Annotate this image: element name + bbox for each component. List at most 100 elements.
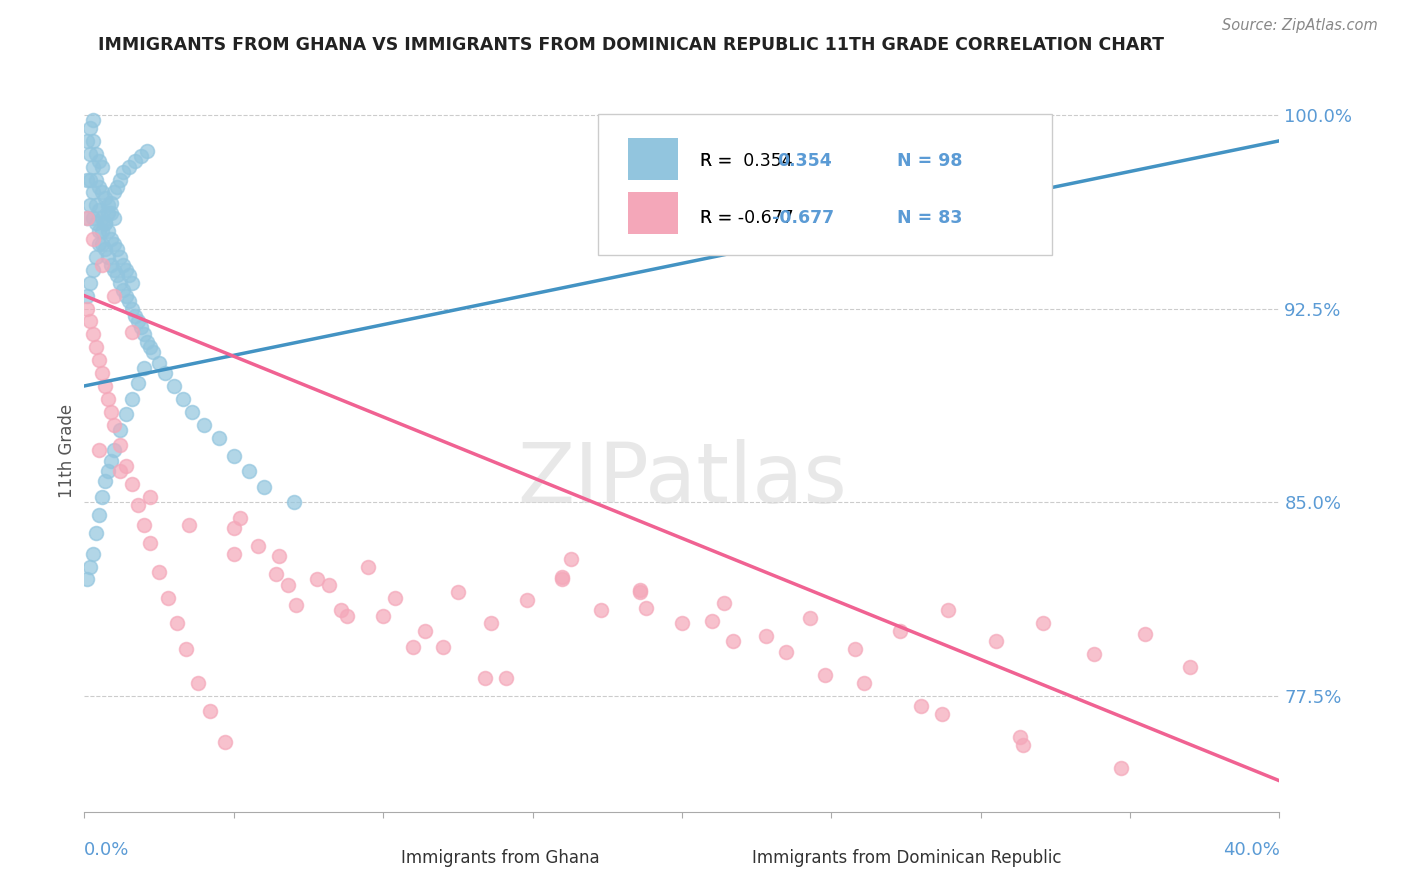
Point (713, 596, 735, 610)
Point (89, 180, 111, 194)
Point (82, 547, 104, 561)
Point (330, 603, 353, 617)
Point (357, 559, 380, 574)
Point (91, 366, 114, 380)
Point (82, 186, 104, 200)
Point (1178, 660, 1201, 674)
Point (174, 642, 197, 657)
Text: R = -0.677: R = -0.677 (700, 209, 793, 227)
Text: Immigrants from Dominican Republic: Immigrants from Dominican Republic (752, 849, 1062, 867)
Point (172, 392, 194, 406)
Text: 0.0%: 0.0% (84, 840, 129, 859)
Point (97, 224, 120, 238)
Point (100, 405, 122, 419)
Point (76, 134, 98, 148)
Point (115, 458, 138, 473)
Point (671, 616, 693, 631)
Point (86, 340, 108, 354)
Point (264, 567, 287, 582)
Text: R =: R = (700, 153, 744, 170)
Text: ZIPatlas: ZIPatlas (517, 439, 846, 520)
Point (931, 706, 953, 721)
Point (628, 582, 651, 597)
Point (853, 675, 876, 690)
Point (94, 216, 117, 230)
Point (177, 518, 200, 533)
Point (115, 263, 138, 277)
Point (97, 250, 120, 264)
Point (118, 160, 141, 174)
Point (100, 206, 122, 220)
Point (1008, 730, 1031, 744)
Point (94, 379, 117, 393)
Point (1083, 648, 1105, 662)
Point (277, 577, 299, 591)
Point (89, 203, 111, 218)
Point (100, 195, 122, 210)
Point (132, 518, 156, 533)
Point (121, 301, 143, 316)
Point (910, 698, 932, 713)
Point (115, 288, 138, 302)
Point (121, 392, 143, 406)
Point (79, 276, 101, 290)
Point (148, 356, 170, 370)
Point (91, 258, 114, 272)
Point (551, 573, 574, 587)
Point (129, 149, 152, 163)
Point (193, 417, 215, 432)
Point (283, 495, 305, 509)
Point (82, 160, 104, 174)
Point (79, 146, 101, 161)
Point (89, 237, 111, 252)
Point (103, 211, 125, 226)
Point (198, 704, 221, 718)
Point (79, 198, 101, 212)
FancyBboxPatch shape (599, 114, 1053, 255)
Point (103, 288, 125, 302)
Text: 40.0%: 40.0% (1223, 840, 1279, 859)
Point (814, 668, 837, 682)
Point (94, 190, 117, 204)
Point (447, 585, 470, 599)
Point (208, 431, 231, 445)
Point (132, 360, 156, 375)
Point (118, 268, 141, 282)
Point (318, 577, 340, 591)
Point (97, 198, 120, 212)
Point (86, 198, 108, 212)
Point (82, 211, 104, 226)
Point (79, 172, 101, 186)
Point (136, 144, 159, 158)
Text: R =  0.354: R = 0.354 (700, 153, 793, 170)
Point (97, 464, 120, 478)
Point (479, 616, 502, 631)
Point (591, 603, 613, 617)
Point (253, 480, 276, 494)
Point (82, 232, 104, 246)
Point (105, 268, 128, 282)
Point (721, 634, 744, 648)
Point (121, 276, 143, 290)
Point (91, 237, 114, 252)
Point (91, 160, 114, 174)
Point (889, 624, 911, 638)
Point (166, 616, 188, 631)
Point (775, 645, 797, 659)
Point (1109, 761, 1132, 775)
Point (91, 490, 114, 504)
Point (79, 120, 101, 135)
Point (163, 379, 186, 393)
Point (91, 211, 114, 226)
Point (112, 165, 135, 179)
Point (76, 288, 98, 302)
Point (181, 405, 204, 419)
Point (984, 634, 1007, 648)
Point (142, 345, 165, 359)
Text: -0.677: -0.677 (772, 209, 834, 227)
Point (636, 600, 658, 615)
Point (124, 310, 146, 324)
Point (127, 314, 149, 328)
Point (89, 443, 111, 458)
Point (187, 675, 209, 690)
